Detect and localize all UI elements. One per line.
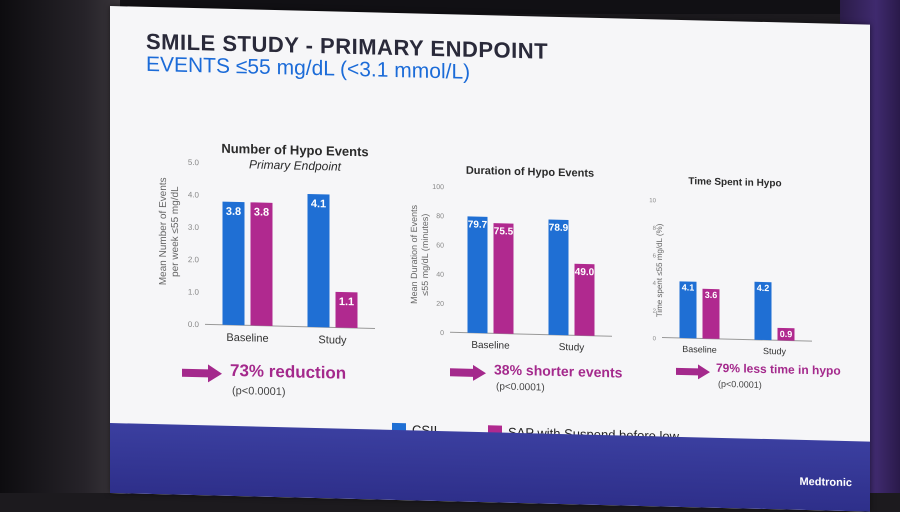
- chart1-ytick: 1.0: [188, 288, 200, 297]
- chart2-ytick: 60: [436, 242, 444, 249]
- chart2-bar: [548, 219, 569, 336]
- chart2-ylabel-line1: Mean Duration of Events: [409, 204, 419, 305]
- result1-text: 73% reduction: [230, 360, 347, 383]
- chart1-ytick: 0.0: [188, 320, 200, 329]
- chart2-data-label: 75.5: [494, 226, 514, 237]
- result1-arrow-icon: [182, 364, 222, 383]
- chart1-bar: [222, 201, 245, 326]
- chart3-category-label: Study: [763, 346, 787, 357]
- chart2-data-label: 78.9: [549, 223, 569, 234]
- chart1-data-label: 3.8: [254, 206, 269, 218]
- chart3-ytick: 0: [653, 336, 657, 342]
- chart3-ytick: 4: [653, 281, 657, 287]
- chart3-ytick: 8: [653, 226, 657, 232]
- chart1-data-label: 1.1: [339, 296, 354, 308]
- chart3-bar: [679, 281, 697, 339]
- chart2-ytick: 100: [432, 184, 444, 191]
- chart2-ytick: 40: [436, 272, 444, 279]
- chart2-bar: [493, 223, 514, 334]
- result2-pvalue: (p<0.0001): [496, 381, 545, 394]
- chart3-svg: 0 2 4 6 8 10 4.1 3.6 Baseline 4.2 0.9 Study: [649, 198, 812, 357]
- chart1-ytick: 3.0: [188, 223, 200, 232]
- result3-arrow-icon: [676, 364, 710, 380]
- chart1-data-label: 4.1: [311, 198, 326, 210]
- projection-screen: SMILE STUDY - PRIMARY ENDPOINT EVENTS ≤5…: [110, 6, 870, 512]
- chart3-data-label: 3.6: [705, 290, 718, 300]
- chart2-ytick: 80: [436, 213, 444, 220]
- chart3-ytick: 10: [649, 198, 656, 204]
- chart3-ytick: 2: [653, 309, 657, 315]
- chart2-bar: [574, 263, 595, 336]
- chart3-data-label: 0.9: [780, 329, 793, 339]
- chart1-svg: 0.0 1.0 2.0 3.0 4.0 5.0 3.8 3.8 Baseline 4.1 1.1 St…: [188, 158, 375, 347]
- brand-logo: Medtronic: [799, 475, 852, 490]
- chart3-bar: [702, 288, 720, 339]
- chart1-category-label: Study: [318, 334, 347, 347]
- result3-text: 79% less time in hypo: [716, 360, 841, 378]
- chart3-category-label: Baseline: [682, 344, 717, 355]
- chart3-bar: [777, 327, 795, 341]
- chart1-bar: [250, 202, 273, 326]
- chart1-bar: [335, 291, 358, 329]
- room-wall-left: [0, 0, 120, 493]
- chart3-data-label: 4.2: [757, 283, 770, 293]
- chart2-bar: [467, 216, 488, 334]
- result2-arrow-icon: [450, 364, 486, 381]
- result1-pvalue: (p<0.0001): [232, 384, 286, 399]
- chart2-category-label: Baseline: [471, 340, 510, 352]
- result2-text: 38% shorter events: [494, 361, 623, 381]
- chart2-data-label: 79.7: [468, 219, 488, 230]
- chart1-ytick: 2.0: [188, 255, 200, 264]
- chart3-ytick: 6: [653, 253, 657, 259]
- chart3-bar: [754, 281, 772, 341]
- chart2-data-label: 49.0: [575, 267, 595, 278]
- chart1-category-label: Baseline: [226, 332, 268, 345]
- slide-footer-band: Medtronic: [110, 423, 870, 512]
- chart2-svg: 0 20 40 60 80 100 79.7 75.5 Baseline 78.9 49.0 Stud…: [432, 184, 612, 354]
- chart2-ytick: 20: [436, 301, 444, 308]
- chart2-category-label: Study: [559, 342, 585, 354]
- chart3-data-label: 4.1: [682, 282, 695, 292]
- chart1-data-label: 3.8: [226, 206, 241, 218]
- chart1-bar: [307, 193, 330, 328]
- result3-pvalue: (p<0.0001): [718, 378, 762, 390]
- chart1-ytick: 5.0: [188, 158, 200, 167]
- chart2-ytick: 0: [440, 330, 444, 337]
- chart1-ytick: 4.0: [188, 190, 200, 199]
